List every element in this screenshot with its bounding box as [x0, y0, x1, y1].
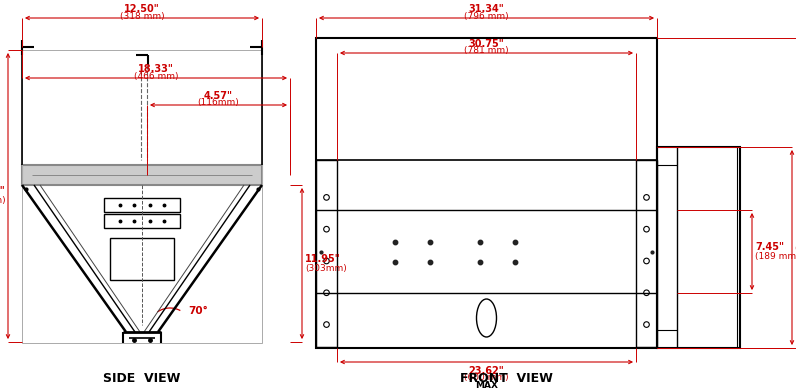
Bar: [316, 38, 657, 348]
Bar: [104, 198, 180, 212]
Text: 31.34": 31.34": [469, 4, 505, 14]
Text: SIDE  VIEW: SIDE VIEW: [103, 371, 181, 384]
Bar: [636, 160, 657, 347]
Text: MAX: MAX: [475, 381, 498, 390]
Text: (796 mm): (796 mm): [464, 11, 509, 20]
Bar: [110, 238, 174, 280]
Text: 17.05": 17.05": [795, 237, 796, 246]
Text: (499mm): (499mm): [0, 197, 6, 206]
Text: (781 mm): (781 mm): [464, 47, 509, 56]
Text: 30.75": 30.75": [469, 39, 505, 49]
Text: (303mm): (303mm): [305, 264, 347, 273]
Bar: [104, 214, 180, 228]
Bar: [657, 147, 740, 348]
Text: (189 mm): (189 mm): [755, 252, 796, 261]
Text: 7.45": 7.45": [755, 242, 784, 251]
Text: 4.57": 4.57": [204, 91, 233, 101]
Bar: [316, 160, 337, 347]
Text: (466 mm): (466 mm): [134, 72, 178, 81]
Bar: [22, 165, 262, 185]
Bar: [22, 50, 262, 343]
Text: 11.95": 11.95": [305, 253, 341, 264]
Text: (600 mm): (600 mm): [464, 373, 509, 382]
Text: 23.62": 23.62": [469, 366, 505, 376]
Text: 18.33": 18.33": [138, 64, 174, 74]
Text: FRONT  VIEW: FRONT VIEW: [460, 371, 553, 384]
Text: (116mm): (116mm): [197, 99, 240, 108]
Text: MAX: MAX: [795, 251, 796, 260]
Text: 12.50": 12.50": [124, 4, 160, 14]
Text: 70°: 70°: [188, 306, 208, 316]
Text: (318 mm): (318 mm): [119, 11, 164, 20]
Text: 19.65": 19.65": [0, 186, 6, 196]
Text: (433 mm): (433 mm): [795, 244, 796, 253]
